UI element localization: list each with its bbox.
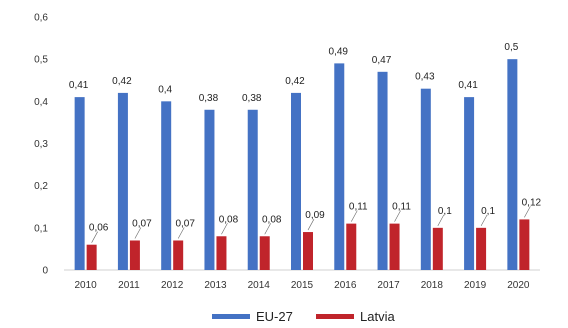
data-labels: 0,41 0,42 0,4 0,38 0,38 0,42 0,49 0,47 0,43 0,41 0… — [69, 42, 542, 243]
data-label-eu27: 0,41 — [69, 80, 89, 91]
x-tick-label: 2013 — [204, 280, 227, 291]
data-label-eu27: 0,47 — [372, 55, 392, 66]
bar-eu27 — [334, 63, 345, 271]
data-label-leader — [351, 210, 358, 222]
bar-eu27 — [247, 109, 258, 271]
x-tick-label: 2011 — [118, 280, 140, 291]
legend-item-latvia: Latvia — [316, 309, 395, 324]
bar-eu27 — [117, 92, 128, 271]
y-tick-label: 0 — [42, 266, 48, 277]
bar-eu27 — [291, 92, 301, 271]
x-tick-label: 2017 — [377, 280, 400, 291]
data-label-latvia: 0,1 — [438, 206, 452, 217]
x-tick-label: 2010 — [75, 280, 98, 291]
data-label-latvia: 0,1 — [481, 206, 495, 217]
legend-label-latvia: Latvia — [360, 309, 395, 324]
data-label-leader — [307, 218, 315, 231]
data-label-latvia: 0,11 — [349, 202, 368, 213]
legend-label-eu27: EU-27 — [256, 309, 293, 324]
data-label-latvia: 0,08 — [262, 214, 282, 225]
data-label-leader — [134, 227, 142, 239]
bar-latvia — [259, 236, 270, 270]
data-label-eu27: 0,38 — [242, 93, 262, 104]
bar-latvia — [303, 232, 313, 270]
y-axis: 0 0,1 0,2 0,3 0,4 0,5 0,6 — [34, 13, 48, 277]
bar-eu27 — [204, 109, 215, 271]
y-tick-label: 0,2 — [34, 181, 48, 192]
data-label-eu27: 0,38 — [199, 93, 219, 104]
y-tick-label: 0,1 — [34, 223, 48, 234]
bar-eu27 — [507, 59, 518, 270]
bar-eu27 — [377, 71, 388, 270]
data-label-eu27: 0,43 — [415, 72, 435, 83]
x-tick-label: 2016 — [334, 280, 357, 291]
bar-series — [74, 59, 530, 271]
x-tick-label: 2018 — [421, 280, 444, 291]
data-label-eu27: 0,4 — [158, 84, 172, 95]
data-label-leader — [437, 214, 445, 226]
data-label-latvia: 0,07 — [132, 218, 152, 229]
data-label-latvia: 0,09 — [305, 210, 325, 221]
bar-latvia — [476, 227, 487, 270]
data-label-eu27: 0,41 — [458, 80, 478, 91]
x-tick-label: 2012 — [161, 280, 184, 291]
data-label-leader — [480, 214, 488, 226]
data-label-latvia: 0,08 — [219, 214, 239, 225]
legend-swatch-latvia — [316, 314, 354, 319]
y-tick-label: 0,6 — [34, 13, 48, 24]
data-label-eu27: 0,49 — [329, 46, 349, 57]
x-tick-label: 2020 — [507, 280, 530, 291]
data-label-eu27: 0,42 — [285, 76, 305, 87]
x-axis: 2010 2011 2012 2013 2014 2015 2016 2017 2018 2019… — [75, 280, 530, 291]
data-label-leader — [91, 231, 98, 243]
data-label-latvia: 0,07 — [175, 218, 195, 229]
data-label-latvia: 0,11 — [392, 202, 411, 213]
bar-latvia — [129, 240, 140, 270]
data-label-leader — [524, 206, 531, 218]
bar-eu27 — [161, 101, 172, 270]
y-tick-label: 0,3 — [34, 139, 48, 150]
bar-latvia — [519, 219, 530, 270]
bar-latvia — [216, 236, 227, 270]
x-tick-label: 2014 — [248, 280, 271, 291]
data-label-leader — [221, 223, 228, 235]
bar-eu27 — [420, 88, 431, 270]
bar-latvia — [86, 244, 97, 270]
data-label-leader — [394, 210, 401, 222]
data-label-eu27: 0,5 — [504, 42, 518, 53]
bar-latvia — [173, 240, 184, 270]
bar-eu27 — [74, 97, 85, 270]
legend: EU-27 Latvia — [212, 309, 395, 324]
data-label-leader — [177, 227, 185, 239]
bar-latvia — [432, 227, 443, 270]
data-label-leader — [264, 223, 271, 235]
x-tick-label: 2019 — [464, 280, 487, 291]
y-tick-label: 0,4 — [34, 97, 48, 108]
y-tick-label: 0,5 — [34, 55, 48, 66]
bar-latvia — [389, 223, 400, 270]
bar-eu27 — [464, 97, 475, 270]
bar-latvia — [346, 223, 357, 270]
data-label-latvia: 0,06 — [89, 223, 109, 234]
legend-swatch-eu27 — [212, 314, 250, 319]
data-label-eu27: 0,42 — [112, 76, 132, 87]
data-label-latvia: 0,12 — [522, 197, 542, 208]
legend-item-eu27: EU-27 — [212, 309, 293, 324]
x-tick-label: 2015 — [291, 280, 314, 291]
